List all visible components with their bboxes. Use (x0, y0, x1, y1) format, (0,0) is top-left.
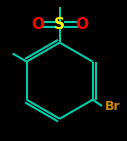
Text: Br: Br (105, 100, 121, 113)
Text: S: S (54, 17, 65, 32)
Text: O: O (32, 17, 45, 32)
Text: O: O (75, 17, 88, 32)
